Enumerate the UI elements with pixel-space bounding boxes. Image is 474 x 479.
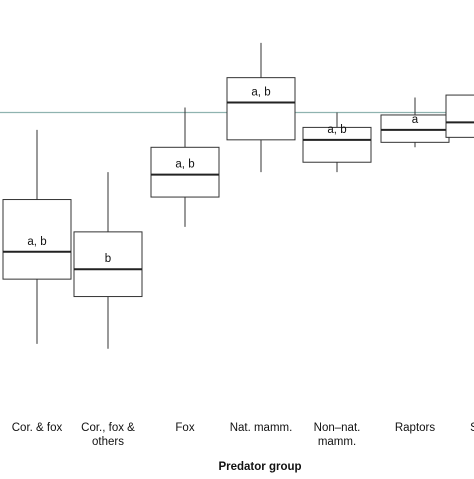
box [302,126,372,163]
x-tick-label-line: Nat. mamm. [230,422,293,434]
x-tick-label-line: Fox [175,422,194,434]
box-group-3: a, b [150,107,220,227]
box-group-1: a, b [2,129,72,344]
box-group-7 [445,94,474,138]
x-axis-title: Predator group [218,461,301,473]
x-tick-label-line: others [92,436,124,448]
group-label: a, b [175,159,194,171]
x-tick-label: Fox [175,422,194,434]
box-group-5: a, b [302,112,372,173]
box-group-6: a [380,97,450,148]
x-tick-label: Nat. mamm. [230,422,293,434]
x-tick-label: Cor. & fox [12,422,63,434]
x-tick-label-line: Raptors [395,422,436,434]
box-group-4: a, b [226,42,296,173]
box [445,94,474,138]
box [2,199,72,280]
x-tick-label-line: Cor. & fox [12,422,63,434]
x-tick-label: Raptors [395,422,436,434]
x-tick-label: Sku [470,422,474,434]
group-label: b [105,253,111,265]
x-tick-label-line: mamm. [318,436,356,448]
x-tick-label-line: Non–nat. [314,422,361,434]
group-label: a, b [327,124,346,136]
boxes-layer: a, b b a, b a, b a, b a [2,42,474,349]
box [150,146,220,198]
x-tick-label-line: Sku [470,422,474,434]
box [226,77,296,141]
group-label: a, b [251,87,270,99]
box-group-2: b [73,172,143,349]
x-tick-labels: Cor. & fox Cor., fox & others Fox Nat. mamm.… [12,422,474,448]
group-label: a [412,114,419,126]
x-tick-label-line: Cor., fox & [81,422,135,434]
x-tick-label: Cor., fox & others [81,422,135,448]
group-label: a, b [27,236,46,248]
x-tick-label: Non–nat. mamm. [314,422,361,448]
box [73,231,143,298]
